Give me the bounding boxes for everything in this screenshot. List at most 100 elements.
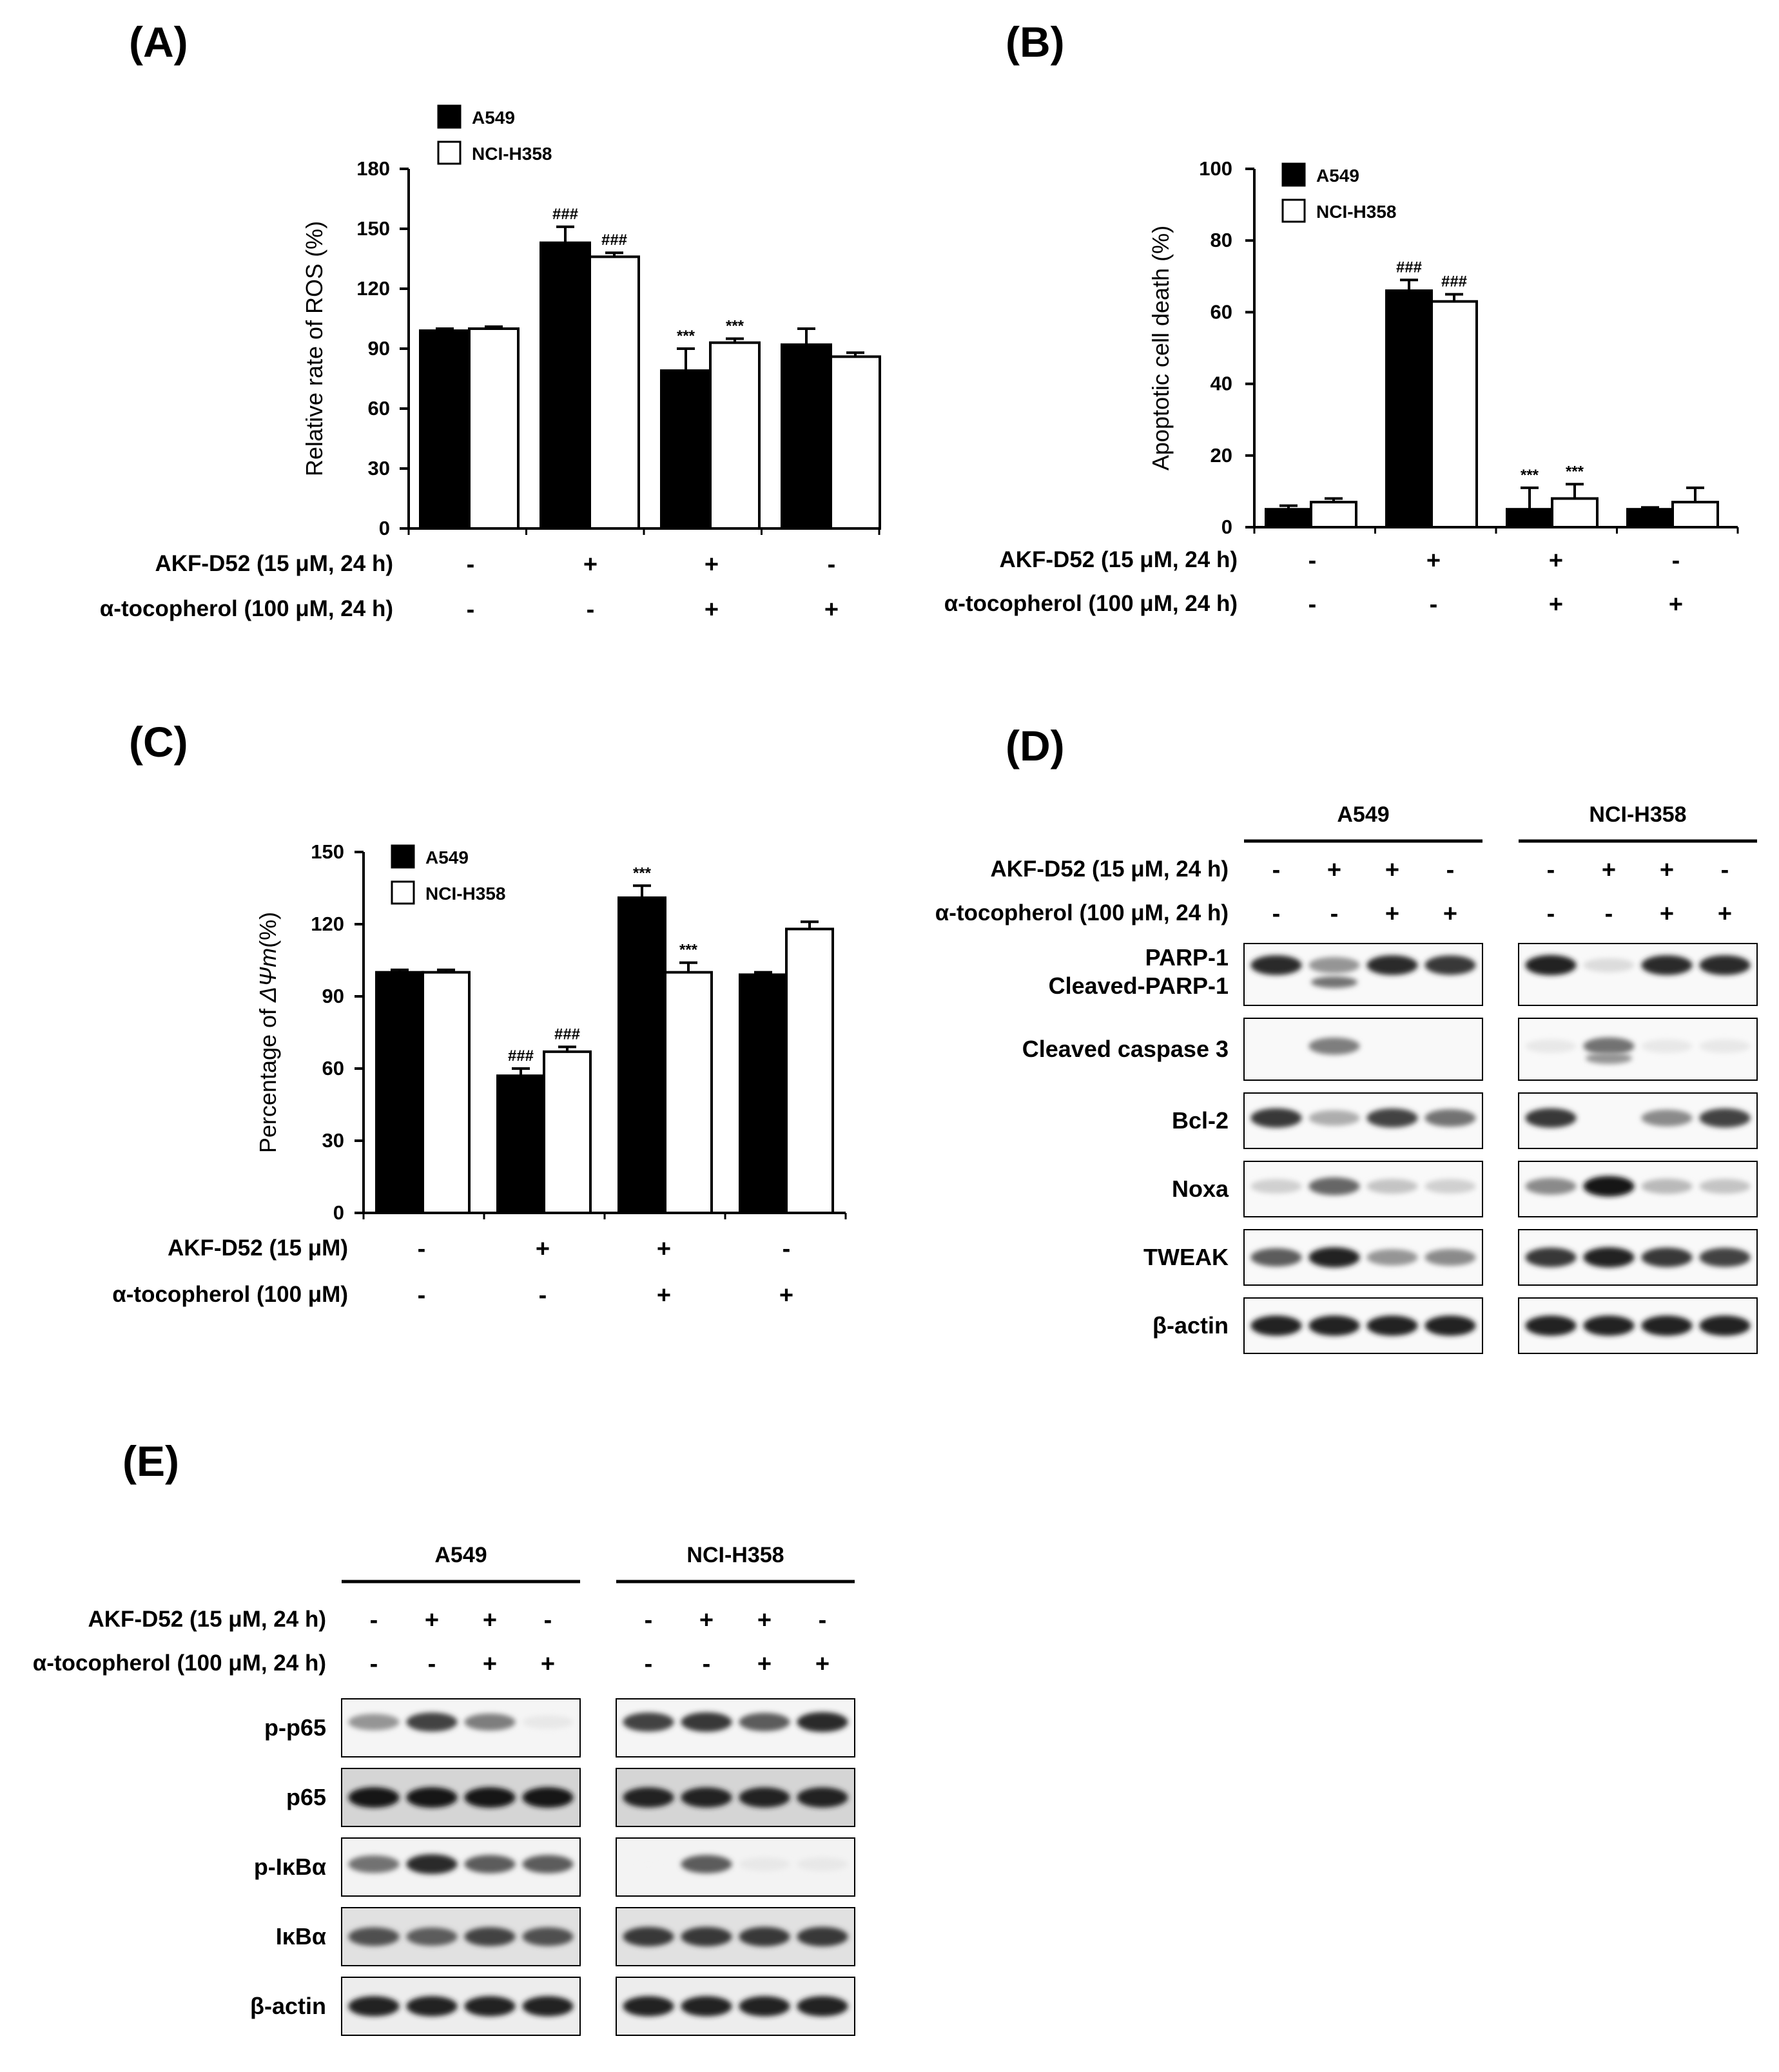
blot-row-label: Noxa — [1172, 1176, 1229, 1202]
y-tick-label: 40 — [1210, 373, 1232, 395]
treatment-sign: + — [1718, 900, 1732, 927]
blot-band — [739, 1787, 790, 1808]
treatment-sign: - — [645, 1651, 653, 1678]
treatment-label: AKF-D52 (15 μM, 24 h) — [999, 547, 1238, 572]
treatment-sign: + — [483, 1651, 497, 1678]
blot-band — [348, 1855, 400, 1874]
y-tick-label: 60 — [368, 397, 390, 420]
blot-band — [1699, 955, 1751, 975]
treatment-sign: + — [1549, 591, 1563, 618]
blot-band — [406, 1854, 458, 1874]
bar — [1626, 508, 1674, 529]
blot-band — [1583, 958, 1635, 973]
blot-band — [681, 1926, 732, 1947]
blot-band — [1525, 1315, 1577, 1336]
blot-band — [464, 1996, 516, 2017]
treatment-sign: + — [705, 551, 719, 578]
bar — [1265, 508, 1312, 529]
blot-band — [1308, 956, 1360, 974]
bar — [588, 255, 640, 530]
treatment-sign: - — [1605, 900, 1613, 927]
blot-band — [1308, 1315, 1360, 1336]
blot-band — [1583, 1315, 1635, 1336]
blot-band — [1525, 1177, 1577, 1195]
blot-band — [522, 1996, 574, 2017]
treatment-sign: + — [699, 1607, 714, 1634]
treatment-sign: + — [779, 1282, 793, 1309]
treatment-label: AKF-D52 (15 μM, 24 h) — [990, 857, 1229, 882]
treatment-label: α-tocopherol (100 μM) — [112, 1282, 348, 1307]
bar — [468, 327, 520, 530]
significance-label: *** — [1566, 463, 1584, 480]
blot-band — [1641, 1039, 1693, 1053]
blot-band — [681, 1787, 732, 1808]
group-header: NCI-H358 — [1589, 802, 1686, 827]
treatment-label: AKF-D52 (15 μM, 24 h) — [155, 551, 393, 576]
blot-band — [522, 1787, 574, 1808]
treatment-sign: - — [544, 1607, 552, 1634]
y-tick-label: 90 — [322, 985, 344, 1007]
blot-membrane — [341, 1977, 581, 2036]
blot-band — [797, 1996, 848, 2017]
significance-label: ### — [1396, 258, 1422, 276]
bar — [419, 329, 471, 530]
significance-label: ### — [552, 206, 578, 223]
blot-band — [1424, 1179, 1476, 1194]
treatment-sign: - — [1430, 591, 1438, 618]
treatment-label: α-tocopherol (100 μM, 24 h) — [935, 900, 1229, 925]
treatment-sign: - — [1721, 857, 1729, 884]
significance-label: *** — [726, 318, 744, 335]
y-tick-label: 120 — [356, 277, 390, 300]
blot-band — [1699, 1039, 1751, 1053]
y-tick-label: 0 — [379, 517, 390, 539]
blot-band — [406, 1787, 458, 1808]
blot-band — [739, 1926, 790, 1947]
treatment-sign: - — [1547, 900, 1555, 927]
blot-band — [1699, 1248, 1751, 1267]
blot-band — [348, 1996, 400, 2017]
treatment-sign: + — [1385, 857, 1399, 884]
treatment-sign: - — [418, 1235, 426, 1263]
blot-band — [1699, 1108, 1751, 1128]
significance-label: ### — [601, 231, 627, 249]
bar — [422, 971, 471, 1214]
blot-band — [1699, 1179, 1751, 1194]
bar — [1671, 501, 1719, 529]
bar — [739, 973, 788, 1215]
blot-band — [797, 1787, 848, 1808]
y-tick-label: 60 — [322, 1057, 344, 1080]
blot-band — [1699, 1315, 1751, 1336]
blot-band — [1311, 976, 1357, 988]
blot-band — [348, 1927, 400, 1946]
treatment-sign: + — [757, 1607, 772, 1634]
legend-swatch-0 — [437, 104, 462, 129]
y-tick-label: 80 — [1210, 229, 1232, 251]
treatment-sign: - — [1272, 857, 1281, 884]
treatment-sign: + — [657, 1282, 671, 1309]
legend-swatch-1 — [437, 140, 462, 165]
blot-band — [1250, 955, 1302, 975]
blot-band — [1641, 1178, 1693, 1194]
y-tick-label: 0 — [333, 1201, 344, 1224]
treatment-label: AKF-D52 (15 μM) — [168, 1235, 348, 1261]
treatment-sign: - — [467, 596, 475, 623]
blot-band — [1308, 1110, 1360, 1126]
treatment-sign: - — [1330, 900, 1339, 927]
blot-band — [1250, 1315, 1302, 1336]
legend-swatch-0 — [391, 844, 415, 869]
blot-band — [464, 1855, 516, 1874]
y-axis-label-symbol: ΔΨm — [255, 948, 281, 1003]
y-tick-label: 30 — [368, 457, 390, 479]
treatment-sign: - — [703, 1651, 711, 1678]
treatment-sign: - — [1308, 547, 1317, 574]
blot-band — [739, 1996, 790, 2017]
y-tick-label: 120 — [311, 913, 344, 935]
y-axis-label: Percentage of ΔΨm(%) — [255, 912, 281, 1153]
treatment-sign: + — [541, 1651, 555, 1678]
blot-band — [1583, 1037, 1635, 1055]
blot-band — [1250, 1108, 1302, 1128]
legend-label: NCI-H358 — [1316, 202, 1396, 222]
blot-band — [464, 1927, 516, 1946]
blot-band — [1641, 1109, 1693, 1127]
